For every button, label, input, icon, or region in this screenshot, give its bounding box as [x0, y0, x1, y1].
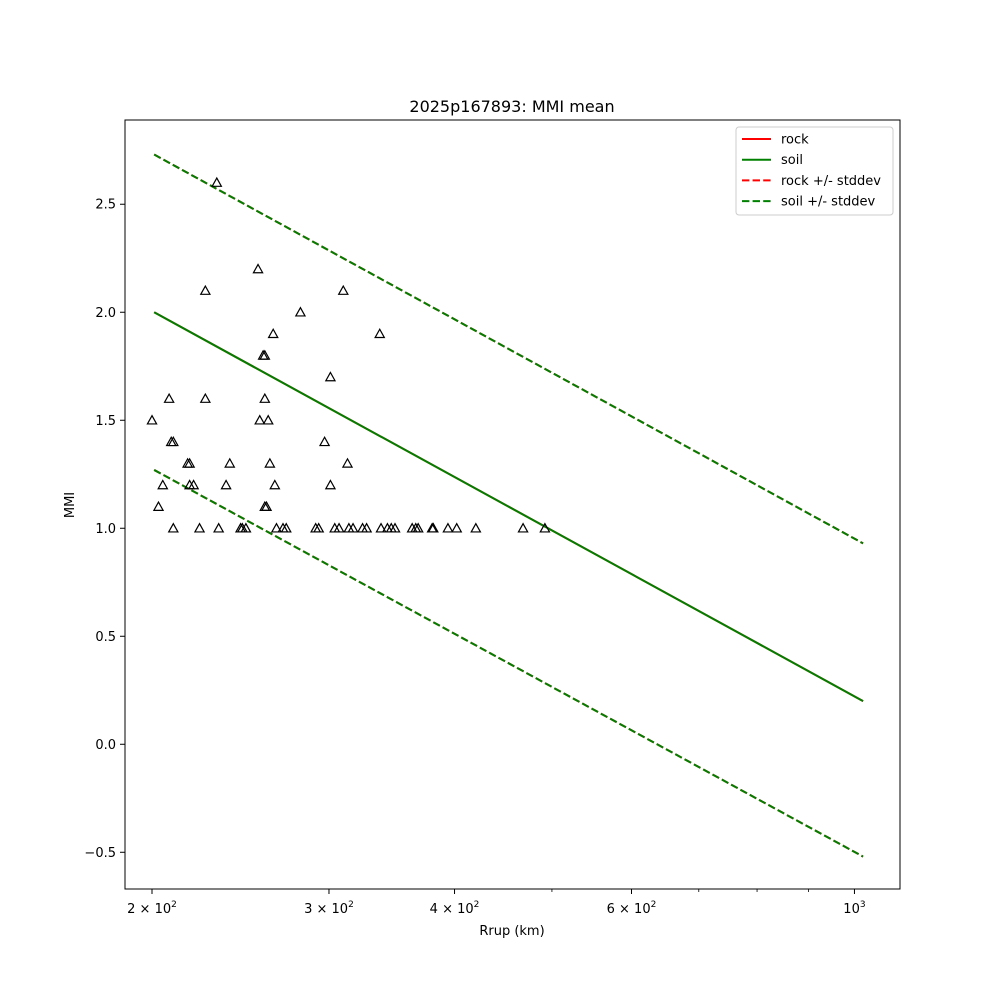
x-tick-label: 103 — [843, 900, 865, 917]
x-tick-label: 2 × 102 — [127, 900, 177, 917]
y-tick-label: 1.0 — [95, 522, 116, 537]
data-point — [259, 349, 271, 360]
chart-title: 2025p167893: MMI mean — [409, 97, 614, 116]
data-point — [199, 284, 211, 295]
y-tick-label: 1.5 — [95, 414, 116, 429]
y-axis: −0.5 0.0 0.5 1.0 1.5 2.0 2.5 — [84, 198, 125, 861]
x-tick-label: 3 × 102 — [304, 900, 354, 917]
data-point — [517, 522, 529, 533]
data-point — [294, 306, 307, 317]
series-line-3-0 — [153, 153, 864, 545]
data-point — [167, 436, 179, 447]
legend-label-2: rock +/- stddev — [781, 174, 881, 189]
data-point — [539, 522, 551, 533]
data-point — [262, 414, 274, 425]
data-point — [337, 284, 349, 295]
data-point — [224, 457, 236, 468]
data-point — [260, 500, 273, 511]
data-point — [193, 522, 206, 533]
x-tick-label: 4 × 102 — [430, 900, 480, 917]
y-axis-label: MMI — [63, 492, 78, 518]
data-point — [333, 522, 345, 533]
data-point — [264, 457, 276, 468]
data-point — [451, 522, 463, 533]
data-point — [146, 414, 158, 425]
data-point — [269, 479, 281, 490]
y-tick-label: 0.5 — [95, 630, 116, 645]
data-point — [220, 479, 232, 490]
y-tick-label: 2.5 — [95, 198, 116, 213]
data-point — [324, 371, 337, 382]
data-point — [347, 522, 359, 533]
data-point — [199, 392, 211, 403]
x-tick-label: 6 × 102 — [607, 900, 657, 917]
axes-frame — [124, 119, 901, 890]
data-point — [427, 522, 439, 533]
y-tick-label: −0.5 — [84, 846, 116, 861]
data-point — [157, 479, 169, 490]
data-point — [280, 522, 292, 533]
data-point — [184, 457, 196, 468]
data-point — [270, 522, 283, 533]
data-point — [375, 522, 387, 533]
data-point — [318, 436, 331, 447]
data-point — [211, 176, 223, 187]
data-point — [187, 479, 200, 490]
data-point — [163, 392, 175, 403]
plot-area — [146, 153, 864, 858]
data-point — [324, 479, 337, 490]
data-point — [470, 522, 482, 533]
legend: rock soil rock +/- stddev soil +/- stddev — [735, 126, 894, 216]
series-line-1-0 — [153, 311, 864, 702]
legend-box — [735, 126, 894, 216]
data-point — [213, 522, 225, 533]
legend-label-0: rock — [781, 133, 809, 148]
data-point — [360, 522, 373, 533]
legend-label-1: soil — [781, 153, 803, 168]
data-point — [254, 414, 266, 425]
series-line-3-1 — [153, 469, 864, 858]
data-point — [252, 263, 264, 274]
data-point — [152, 500, 165, 511]
data-point — [389, 522, 401, 533]
data-point — [412, 522, 424, 533]
y-tick-label: 2.0 — [95, 306, 116, 321]
data-point — [442, 522, 454, 533]
data-point — [374, 328, 386, 339]
legend-label-3: soil +/- stddev — [781, 195, 876, 210]
data-point — [341, 457, 354, 468]
x-axis: 2 × 102 3 × 102 4 × 102 6 × 102 103 — [127, 889, 866, 917]
data-point — [167, 522, 179, 533]
data-point — [240, 522, 252, 533]
data-point — [267, 328, 279, 339]
x-axis-label: Rrup (km) — [479, 924, 544, 939]
data-point — [313, 522, 325, 533]
data-point — [259, 392, 271, 403]
y-tick-label: 0.0 — [95, 738, 116, 753]
